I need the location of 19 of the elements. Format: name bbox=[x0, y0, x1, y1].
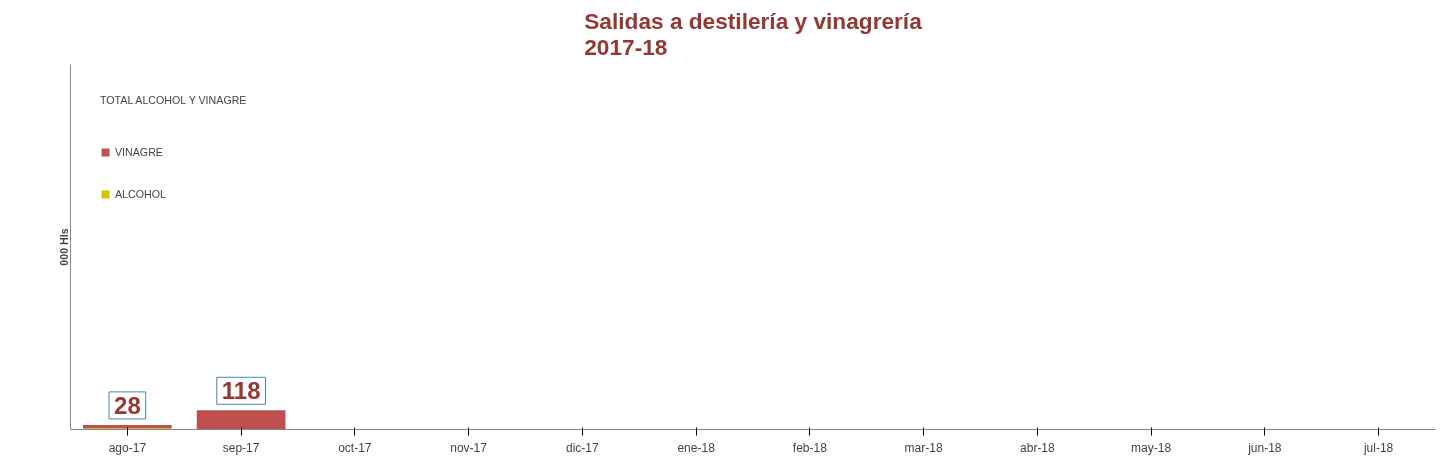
x-tick-label: jun-18 bbox=[1247, 440, 1282, 455]
x-tick-label: feb-18 bbox=[792, 440, 828, 455]
text: 000 Hls bbox=[57, 228, 70, 266]
x-tick-label: ago-17 bbox=[108, 440, 147, 455]
x-tick-label: nov-17 bbox=[450, 440, 488, 455]
x-tick-label: jul-18 bbox=[1362, 440, 1394, 455]
chart-title: Salidas a destilería y vinagrería 2017-18 bbox=[584, 7, 923, 60]
legend-label: ALCOHOL bbox=[115, 188, 166, 200]
x-tick-label: abr-18 bbox=[1020, 440, 1056, 455]
x-tick-label: oct-17 bbox=[338, 440, 372, 455]
legend-title: TOTAL ALCOHOL Y VINAGRE bbox=[100, 94, 247, 106]
x-tick-label: dic-17 bbox=[566, 440, 600, 455]
x-tick-label: ene-18 bbox=[677, 440, 716, 455]
annotation: 118 bbox=[221, 377, 261, 405]
x-tick-label: mar-18 bbox=[904, 440, 943, 455]
x-tick-label: may-18 bbox=[1131, 440, 1172, 455]
annotation: 28 bbox=[114, 391, 141, 419]
x-tick-label: sep-17 bbox=[222, 440, 260, 455]
legend-label: VINAGRE bbox=[115, 146, 163, 158]
